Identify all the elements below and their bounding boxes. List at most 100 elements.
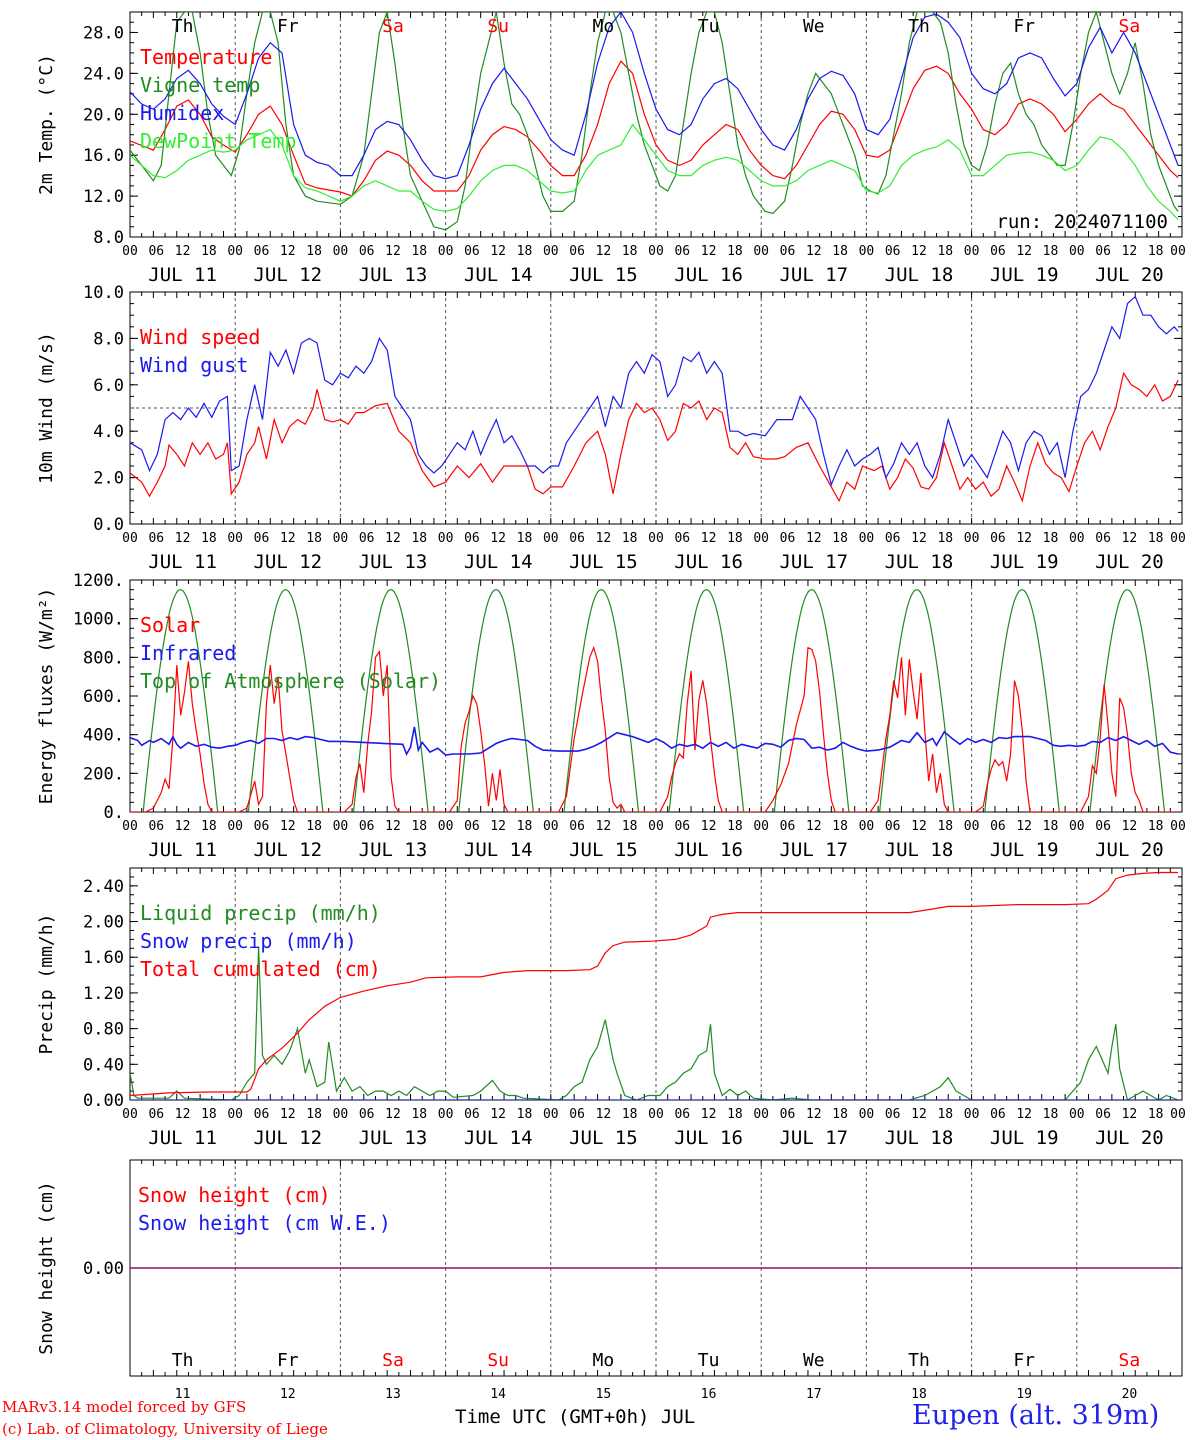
toa-solar-line [563,589,640,812]
hour-label: 06 [464,244,480,259]
hour-label: 06 [569,244,585,259]
weekday-label: Mo [593,1350,615,1371]
hour-label: 06 [885,531,901,546]
toa-solar-line [247,589,324,812]
date-label: JUL 14 [464,551,533,573]
y-tick-label: 4.0 [93,422,124,442]
toa-solar-line [142,589,219,812]
legend-entry: Liquid precip (mm/h) [140,901,381,925]
hour-label: 00 [1170,819,1186,834]
hour-label: 18 [1043,244,1059,259]
hour-label: 12 [385,819,401,834]
hour-label: 00 [1069,1107,1085,1122]
date-label: JUL 15 [569,551,638,573]
date-label: JUL 16 [674,551,743,573]
series-line-2 [130,871,1179,1097]
hour-label: 00 [438,1107,454,1122]
hour-label: 18 [306,819,322,834]
hour-label: 00 [964,531,980,546]
hour-label: 18 [1043,819,1059,834]
legend-entry: DewPoint Temp [140,129,297,153]
hour-label: 18 [727,1107,743,1122]
y-tick-label: 2.00 [83,913,124,933]
hour-label: 18 [517,1107,533,1122]
weekday-label: Sa [1119,1350,1141,1371]
hour-label: 00 [1170,1107,1186,1122]
hour-label: 18 [411,531,427,546]
day-number: 19 [1016,1387,1032,1402]
hour-label: 12 [701,531,717,546]
date-label: JUL 16 [674,839,743,861]
date-label: JUL 13 [359,839,428,861]
hour-label: 12 [1122,531,1138,546]
hour-label: 18 [1148,531,1164,546]
weekday-label: We [803,16,825,37]
weekday-label: Fr [1013,1350,1035,1371]
hour-label: 12 [911,244,927,259]
legend-entry: Snow height (cm) [138,1183,331,1207]
hour-label: 00 [859,244,875,259]
date-label: JUL 12 [253,1127,322,1149]
day-number: 17 [806,1387,822,1402]
hour-label: 06 [990,1107,1006,1122]
date-label: JUL 12 [253,839,322,861]
weekday-label: Mo [593,16,615,37]
legend-entry: Top of Atmosphere (Solar) [140,669,441,693]
day-number: 14 [490,1387,506,1402]
date-label: JUL 11 [148,264,217,286]
hour-label: 12 [1016,819,1032,834]
hour-label: 18 [727,531,743,546]
panel-precip: 00 06 12 18 JUL 11 00 06 12 18 JUL 12 00 06 12 18 JUL … [36,867,1186,1149]
hour-label: 00 [333,531,349,546]
hour-label: 12 [280,1107,296,1122]
legend-entry: Temperature [140,45,272,69]
date-label: JUL 19 [990,1127,1059,1149]
credit-line: (c) Lab. of Climatology, University of L… [2,1420,328,1438]
hour-label: 06 [148,1107,164,1122]
toa-solar-line [1089,589,1166,812]
hour-label: 18 [517,819,533,834]
weekday-label: Fr [277,16,299,37]
hour-label: 12 [1122,1107,1138,1122]
day-number: 11 [175,1387,191,1402]
y-tick-label: 600. [83,687,124,707]
hour-label: 00 [333,1107,349,1122]
panel-frame [129,11,1183,238]
model-line: MARv3.14 model forced by GFS [2,1398,247,1416]
hour-label: 12 [596,531,612,546]
hour-label: 18 [622,531,638,546]
hour-label: 18 [937,531,953,546]
y-tick-label: 20.0 [83,105,124,125]
hour-label: 00 [753,531,769,546]
weekday-label: Th [172,16,194,37]
weekday-label: Su [487,1350,509,1371]
hour-label: 18 [411,244,427,259]
hour-label: 06 [990,244,1006,259]
hour-label: 06 [674,1107,690,1122]
hour-label: 18 [937,1107,953,1122]
y-tick-label: 0.40 [83,1055,124,1075]
hour-label: 06 [359,1107,375,1122]
hour-label: 06 [254,531,270,546]
date-label: JUL 13 [359,1127,428,1149]
weekday-label: Fr [277,1350,299,1371]
hour-label: 06 [674,531,690,546]
hour-label: 00 [753,819,769,834]
hour-label: 18 [727,244,743,259]
y-tick-label: 1.60 [83,948,124,968]
legend-entry: Snow precip (mm/h) [140,929,357,953]
hour-label: 18 [1148,1107,1164,1122]
hour-label: 18 [832,819,848,834]
hour-label: 00 [648,244,664,259]
y-axis-label: Snow height (cm) [36,1181,57,1354]
hour-label: 12 [806,244,822,259]
date-label: JUL 19 [990,264,1059,286]
hour-label: 00 [964,244,980,259]
legend-entry: Wind speed [140,325,260,349]
hour-label: 00 [227,819,243,834]
series-line-3 [130,123,1179,221]
y-tick-label: 400. [83,726,124,746]
hour-label: 00 [543,819,559,834]
legend-entry: Solar [140,613,200,637]
